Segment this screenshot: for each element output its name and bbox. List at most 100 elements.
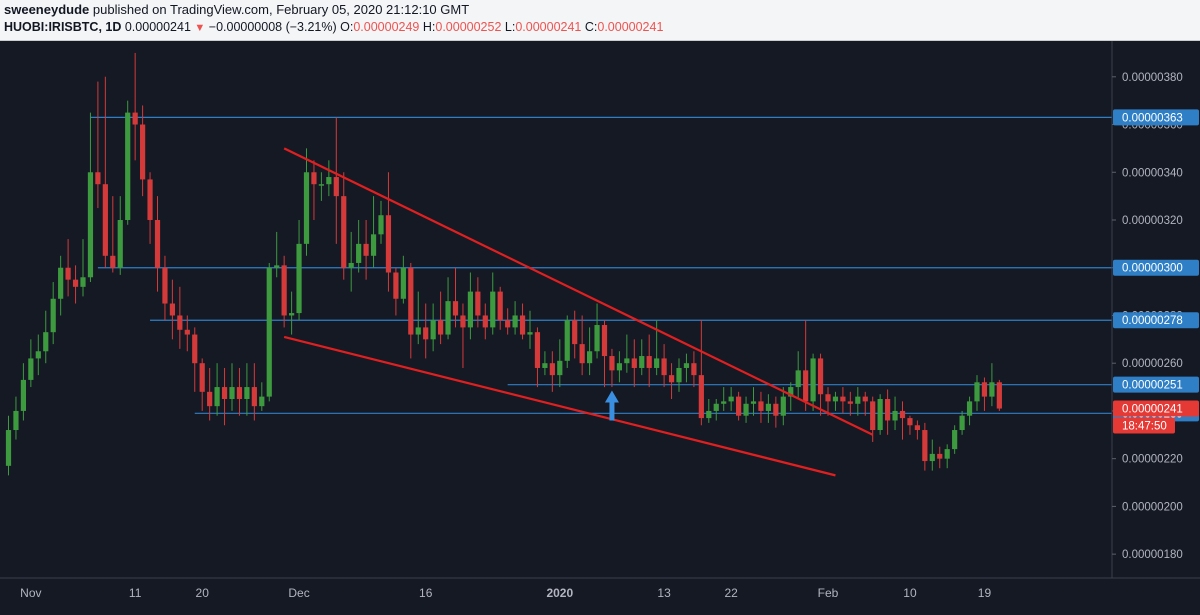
candle-body: [758, 401, 764, 411]
candle-body: [169, 303, 175, 316]
candle-body: [490, 291, 496, 328]
candle-body: [117, 220, 123, 268]
candle-body: [683, 363, 690, 368]
last-price: 0.00000241: [124, 20, 191, 34]
y-tick-label: 0.00000200: [1122, 501, 1183, 513]
candle-body: [438, 320, 444, 335]
publisher-name[interactable]: sweeneydude: [4, 2, 90, 17]
candle-body: [125, 112, 131, 220]
candle-body: [639, 356, 645, 368]
candle-body: [110, 255, 116, 268]
symbol-label: HUOBI:IRISBTC, 1D: [4, 20, 122, 34]
candle-body: [989, 382, 995, 397]
candle-body: [460, 315, 466, 328]
y-tick-label: 0.00000180: [1122, 549, 1183, 561]
candle-body: [303, 172, 310, 244]
candles: [5, 52, 1002, 476]
candle-body: [564, 320, 570, 361]
candle-body: [28, 358, 34, 380]
candle-body: [20, 379, 26, 411]
candle-body: [944, 449, 950, 459]
candle-body: [721, 401, 727, 404]
candle-body: [601, 325, 608, 357]
candle-body: [184, 329, 190, 335]
publish-line: sweeneydude published on TradingView.com…: [4, 2, 469, 17]
candle-body: [370, 234, 377, 256]
candle-body: [177, 315, 183, 330]
candle-body: [788, 387, 794, 397]
candle-body: [557, 360, 563, 376]
candle-body: [616, 363, 622, 371]
candlestick-chart[interactable]: 0.00000380 0.00000360 0.00000340 0.00000320…: [0, 41, 1200, 610]
candle-body: [318, 184, 324, 186]
level-badge: [1113, 312, 1199, 329]
candle-body: [713, 403, 719, 411]
candle-body: [199, 363, 205, 392]
candle-body: [505, 320, 511, 328]
candle-body: [415, 327, 421, 335]
candle-body: [840, 396, 846, 402]
candle-body: [534, 332, 541, 368]
candle-body: [50, 298, 56, 333]
chart-area[interactable]: 0.00000380 0.00000360 0.00000340 0.00000320…: [0, 41, 1200, 610]
candle-body: [624, 358, 630, 364]
candle-body: [393, 272, 399, 299]
candle-body: [631, 358, 637, 368]
level-badge: [1113, 109, 1199, 126]
candle-body: [668, 375, 675, 383]
candle-body: [832, 396, 839, 402]
candle-body: [892, 410, 898, 421]
countdown-badge: [1113, 417, 1175, 434]
candle-body: [87, 172, 94, 278]
candle-body: [594, 325, 600, 352]
candle-body: [5, 430, 12, 466]
x-tick-label: 13: [657, 586, 671, 600]
candle-body: [154, 220, 161, 268]
chart-header: sweeneydude published on TradingView.com…: [0, 0, 1200, 41]
y-tick-label: 0.00000380: [1122, 72, 1183, 84]
candle-body: [728, 396, 734, 402]
trendlines: [283, 147, 874, 477]
candle-body: [341, 196, 347, 268]
published-text: published on TradingView.com, February 0…: [92, 2, 470, 17]
countdown-label: 18:47:50: [1122, 421, 1167, 433]
candle-body: [765, 403, 771, 411]
candle-body: [221, 387, 228, 399]
candle-body: [333, 177, 339, 197]
candle-body: [475, 291, 481, 316]
high-label: H:: [422, 20, 436, 34]
candle-body: [356, 243, 362, 263]
y-tick-label: 0.00000220: [1122, 454, 1183, 466]
candle-body: [736, 396, 742, 416]
candle-body: [959, 415, 965, 431]
candle-body: [996, 382, 1002, 409]
candle-body: [803, 370, 809, 402]
candle-body: [229, 387, 235, 399]
candle-body: [952, 430, 958, 450]
low-label: L:: [504, 20, 516, 34]
close-label: C:: [584, 20, 598, 34]
candle-body: [385, 215, 392, 273]
level-badge-label: 0.00000363: [1122, 112, 1183, 124]
candle-body: [244, 387, 250, 399]
candle-body: [512, 315, 518, 328]
x-tick-label: 11: [129, 586, 142, 600]
x-tick-label: Nov: [20, 586, 41, 600]
candle-body: [810, 358, 816, 402]
down-triangle-icon: ▼: [194, 22, 206, 34]
y-tick-label: 0.00000320: [1122, 215, 1183, 227]
candle-body: [870, 401, 876, 431]
candle-body: [654, 358, 660, 368]
candle-body: [482, 315, 488, 328]
price-badges: 0.00000363 0.00000300 0.00000278 0.00000251…: [1113, 109, 1199, 434]
open-label: O:: [340, 20, 354, 34]
level-badge: [1113, 259, 1199, 276]
candle-body: [773, 403, 779, 416]
candle-body: [408, 267, 414, 335]
candle-body: [780, 396, 786, 416]
trendline-upper: [283, 147, 874, 436]
candle-body: [676, 367, 682, 383]
candle-body: [207, 391, 213, 407]
candle-body: [259, 396, 265, 407]
candle-body: [855, 396, 861, 404]
